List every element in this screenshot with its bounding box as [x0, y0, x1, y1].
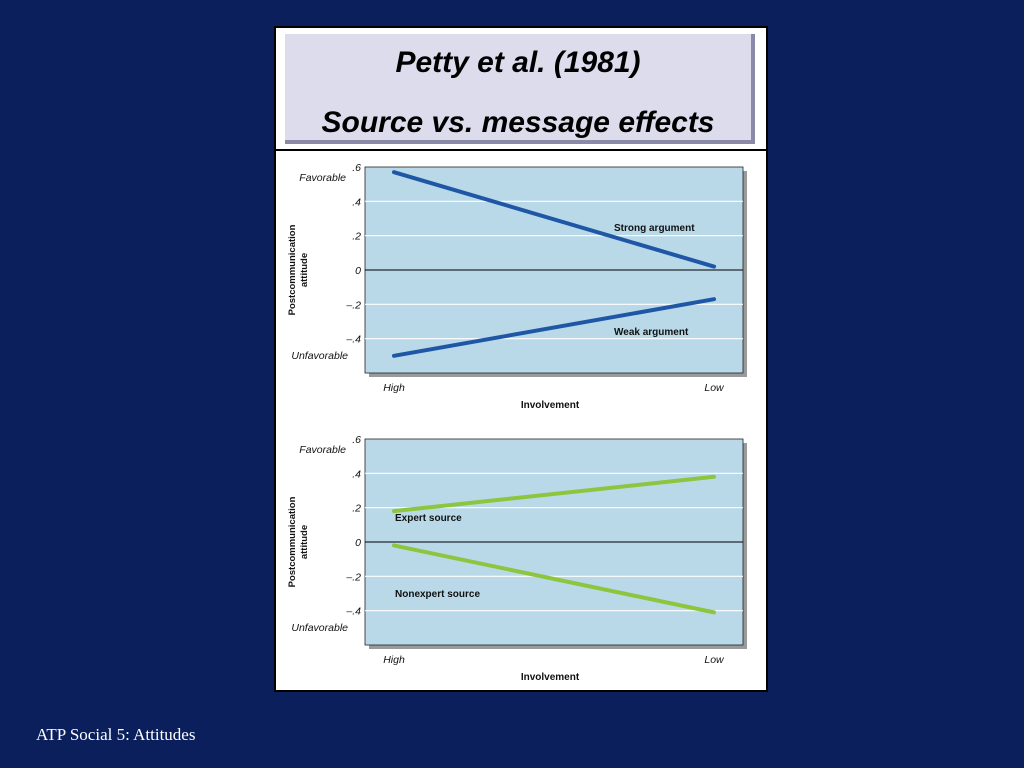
title-divider	[276, 149, 766, 151]
y-tick-label: .4	[352, 468, 361, 480]
y-axis-label-line: attitude	[299, 525, 310, 559]
y-tick-label: .4	[352, 196, 361, 208]
x-tick-label: High	[383, 382, 405, 394]
slide-footer: ATP Social 5: Attitudes	[36, 725, 196, 744]
chart-argument-quality: .6 .4 .2 0 –.2 –.4 Favorable Unfavorable Postcom…	[287, 162, 747, 411]
series-line	[392, 543, 716, 615]
y-tick-label: –.2	[345, 571, 361, 583]
y-tick-label: .6	[352, 162, 361, 174]
y-end-label-favorable: Favorable	[299, 444, 346, 456]
y-axis-label: Postcommunicationattitude	[287, 496, 310, 587]
slide-title: Petty et al. (1981)	[395, 46, 641, 79]
y-axis-label-line: Postcommunication	[287, 224, 298, 315]
x-axis-label: Involvement	[521, 400, 580, 411]
x-tick-label: Low	[704, 382, 725, 394]
y-tick-label: .2	[352, 231, 361, 243]
y-end-label-unfavorable: Unfavorable	[291, 350, 348, 362]
y-end-label-unfavorable: Unfavorable	[291, 622, 348, 634]
y-tick-label: .6	[352, 434, 361, 446]
x-tick-label: Low	[704, 654, 725, 666]
series-label: Weak argument	[614, 327, 689, 338]
series-line	[392, 170, 716, 269]
y-axis-label: Postcommunicationattitude	[287, 224, 310, 315]
series-line	[392, 474, 716, 514]
y-tick-label: –.4	[345, 334, 361, 346]
y-tick-label: 0	[355, 265, 361, 277]
series-label: Nonexpert source	[395, 589, 480, 600]
y-axis-label-line: attitude	[299, 253, 310, 287]
y-tick-label: .2	[352, 503, 361, 515]
chart-source-expertise: .6 .4 .2 0 –.2 –.4 Favorable Unfavorable Postcom…	[287, 434, 747, 683]
x-axis-label: Involvement	[521, 672, 580, 683]
slide-subtitle: Source vs. message effects	[321, 106, 715, 139]
y-tick-label: –.4	[345, 606, 361, 618]
figure-frame: Petty et al. (1981) Source vs. message e…	[274, 26, 768, 692]
x-tick-label: High	[383, 654, 405, 666]
series-line	[392, 297, 716, 358]
title-box: Petty et al. (1981) Source vs. message e…	[285, 34, 755, 144]
series-label: Strong argument	[614, 223, 695, 234]
series-label: Expert source	[395, 513, 462, 524]
y-tick-label: –.2	[345, 299, 361, 311]
y-axis-label-line: Postcommunication	[287, 496, 298, 587]
y-tick-label: 0	[355, 537, 361, 549]
y-end-label-favorable: Favorable	[299, 172, 346, 184]
